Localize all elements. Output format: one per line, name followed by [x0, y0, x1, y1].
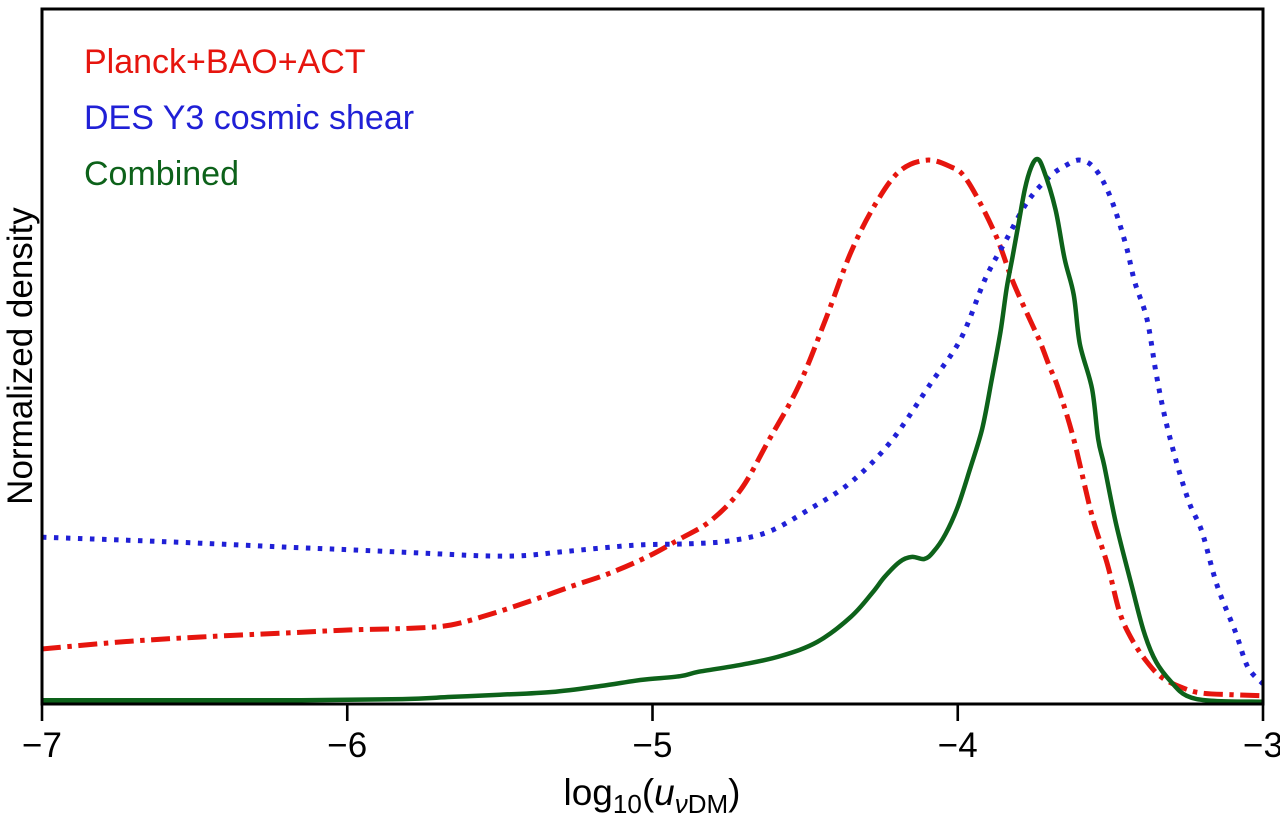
- series-curve-planck-bao-act: [43, 157, 1262, 699]
- xlabel-variable-subscript: νDM: [675, 789, 728, 819]
- x-tick-label: −5: [632, 726, 673, 765]
- x-tick-label: −7: [22, 726, 62, 765]
- curves-group: [43, 156, 1262, 703]
- xlabel-func-subscript: 10: [612, 789, 642, 819]
- xlabel-close-paren: ): [728, 772, 741, 813]
- xlabel-subscript-nu: ν: [674, 789, 688, 819]
- legend-item-combined: Combined: [84, 156, 414, 192]
- y-axis-label: Normalized density: [1, 207, 40, 505]
- legend: Planck+BAO+ACT DES Y3 cosmic shear Combi…: [84, 44, 414, 192]
- legend-item-des-y3-cosmic-shear: DES Y3 cosmic shear: [84, 100, 414, 136]
- x-tick-label: −3: [1243, 726, 1280, 765]
- xlabel-open-paren: (: [641, 772, 655, 813]
- x-tick-label: −6: [327, 726, 368, 765]
- legend-label-planck-bao-act: Planck+BAO+ACT: [84, 43, 366, 81]
- xlabel-subscript-dm: DM: [687, 789, 729, 819]
- legend-label-des-y3-cosmic-shear: DES Y3 cosmic shear: [84, 99, 415, 137]
- xlabel-variable-u: u: [654, 772, 675, 813]
- xlabel-func: log: [563, 772, 613, 813]
- series-curve-des-y3-cosmic-shear: [43, 157, 1262, 686]
- series-curve-combined: [43, 156, 1262, 703]
- legend-item-planck-bao-act: Planck+BAO+ACT: [84, 44, 414, 80]
- axes-frame: [40, 7, 1265, 706]
- x-tick-labels: −7 −6 −5 −4 −3: [0, 726, 1280, 770]
- legend-label-combined: Combined: [84, 155, 239, 193]
- x-tick-label: −4: [937, 726, 978, 765]
- x-axis-label: log10(uνDM): [563, 772, 741, 817]
